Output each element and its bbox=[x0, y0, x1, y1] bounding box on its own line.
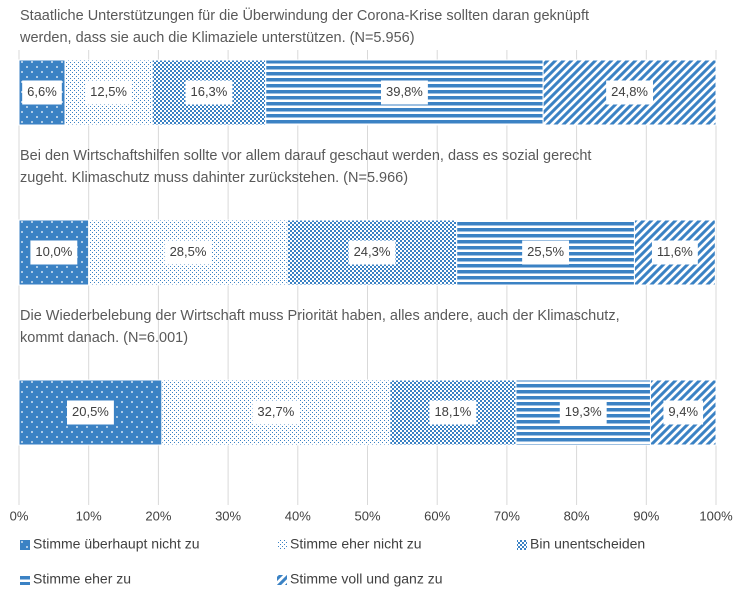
value-label: 28,5% bbox=[170, 244, 207, 259]
value-label-box bbox=[651, 240, 698, 265]
legend-label: Bin unentscheiden bbox=[530, 536, 645, 552]
value-label: 12,5% bbox=[90, 84, 127, 99]
legend-label: Stimme eher nicht zu bbox=[290, 536, 422, 552]
value-label-box bbox=[30, 240, 78, 265]
legend-marker bbox=[277, 575, 287, 585]
value-label: 9,4% bbox=[668, 404, 698, 419]
value-label-box bbox=[185, 80, 233, 105]
value-label-box bbox=[22, 80, 62, 105]
x-tick-label: 30% bbox=[215, 508, 241, 523]
value-label: 6,6% bbox=[27, 84, 57, 99]
legend-label: Stimme eher zu bbox=[33, 571, 131, 587]
x-tick-label: 50% bbox=[354, 508, 380, 523]
legend-marker bbox=[20, 575, 30, 585]
value-label-box bbox=[559, 400, 607, 425]
value-label-box bbox=[164, 240, 212, 265]
legend-marker bbox=[20, 540, 30, 550]
value-label: 32,7% bbox=[257, 404, 294, 419]
x-tick-label: 40% bbox=[285, 508, 311, 523]
x-tick-label: 80% bbox=[564, 508, 590, 523]
value-label-box bbox=[522, 240, 570, 265]
value-label-box bbox=[67, 400, 114, 425]
statement: Bei den Wirtschaftshilfen sollte vor all… bbox=[20, 148, 592, 186]
value-label: 39,8% bbox=[386, 84, 423, 99]
x-tick-label: 100% bbox=[699, 508, 733, 523]
value-label: 24,8% bbox=[611, 84, 648, 99]
value-label-box bbox=[348, 240, 396, 265]
x-tick-label: 70% bbox=[494, 508, 520, 523]
statement: Die Wiederbelebung der Wirtschaft muss P… bbox=[20, 308, 620, 346]
x-tick-label: 20% bbox=[145, 508, 171, 523]
value-label: 25,5% bbox=[527, 244, 564, 259]
x-tick-label: 10% bbox=[76, 508, 102, 523]
value-label: 10,0% bbox=[35, 244, 72, 259]
value-label: 11,6% bbox=[657, 244, 693, 259]
x-tick-label: 0% bbox=[10, 508, 29, 523]
bar-segment bbox=[515, 379, 651, 446]
value-label-box bbox=[381, 80, 428, 105]
value-label: 20,5% bbox=[72, 404, 109, 419]
value-label-box bbox=[429, 400, 477, 425]
x-tick-label: 60% bbox=[424, 508, 450, 523]
legend-label: Stimme überhaupt nicht zu bbox=[33, 536, 200, 552]
value-label-box bbox=[663, 400, 704, 425]
legend-marker bbox=[517, 540, 527, 550]
value-label: 19,3% bbox=[565, 404, 602, 419]
x-tick-label: 90% bbox=[633, 508, 659, 523]
legend-label: Stimme voll und ganz zu bbox=[290, 571, 443, 587]
value-label-box bbox=[252, 400, 300, 425]
value-label: 24,3% bbox=[354, 244, 391, 259]
value-label: 18,1% bbox=[434, 404, 471, 419]
statement: Staatliche Unterstützungen für die Überw… bbox=[20, 8, 590, 46]
value-label-box bbox=[85, 80, 133, 105]
legend-marker bbox=[277, 540, 287, 550]
value-label: 16,3% bbox=[190, 84, 227, 99]
value-label-box bbox=[606, 80, 654, 105]
